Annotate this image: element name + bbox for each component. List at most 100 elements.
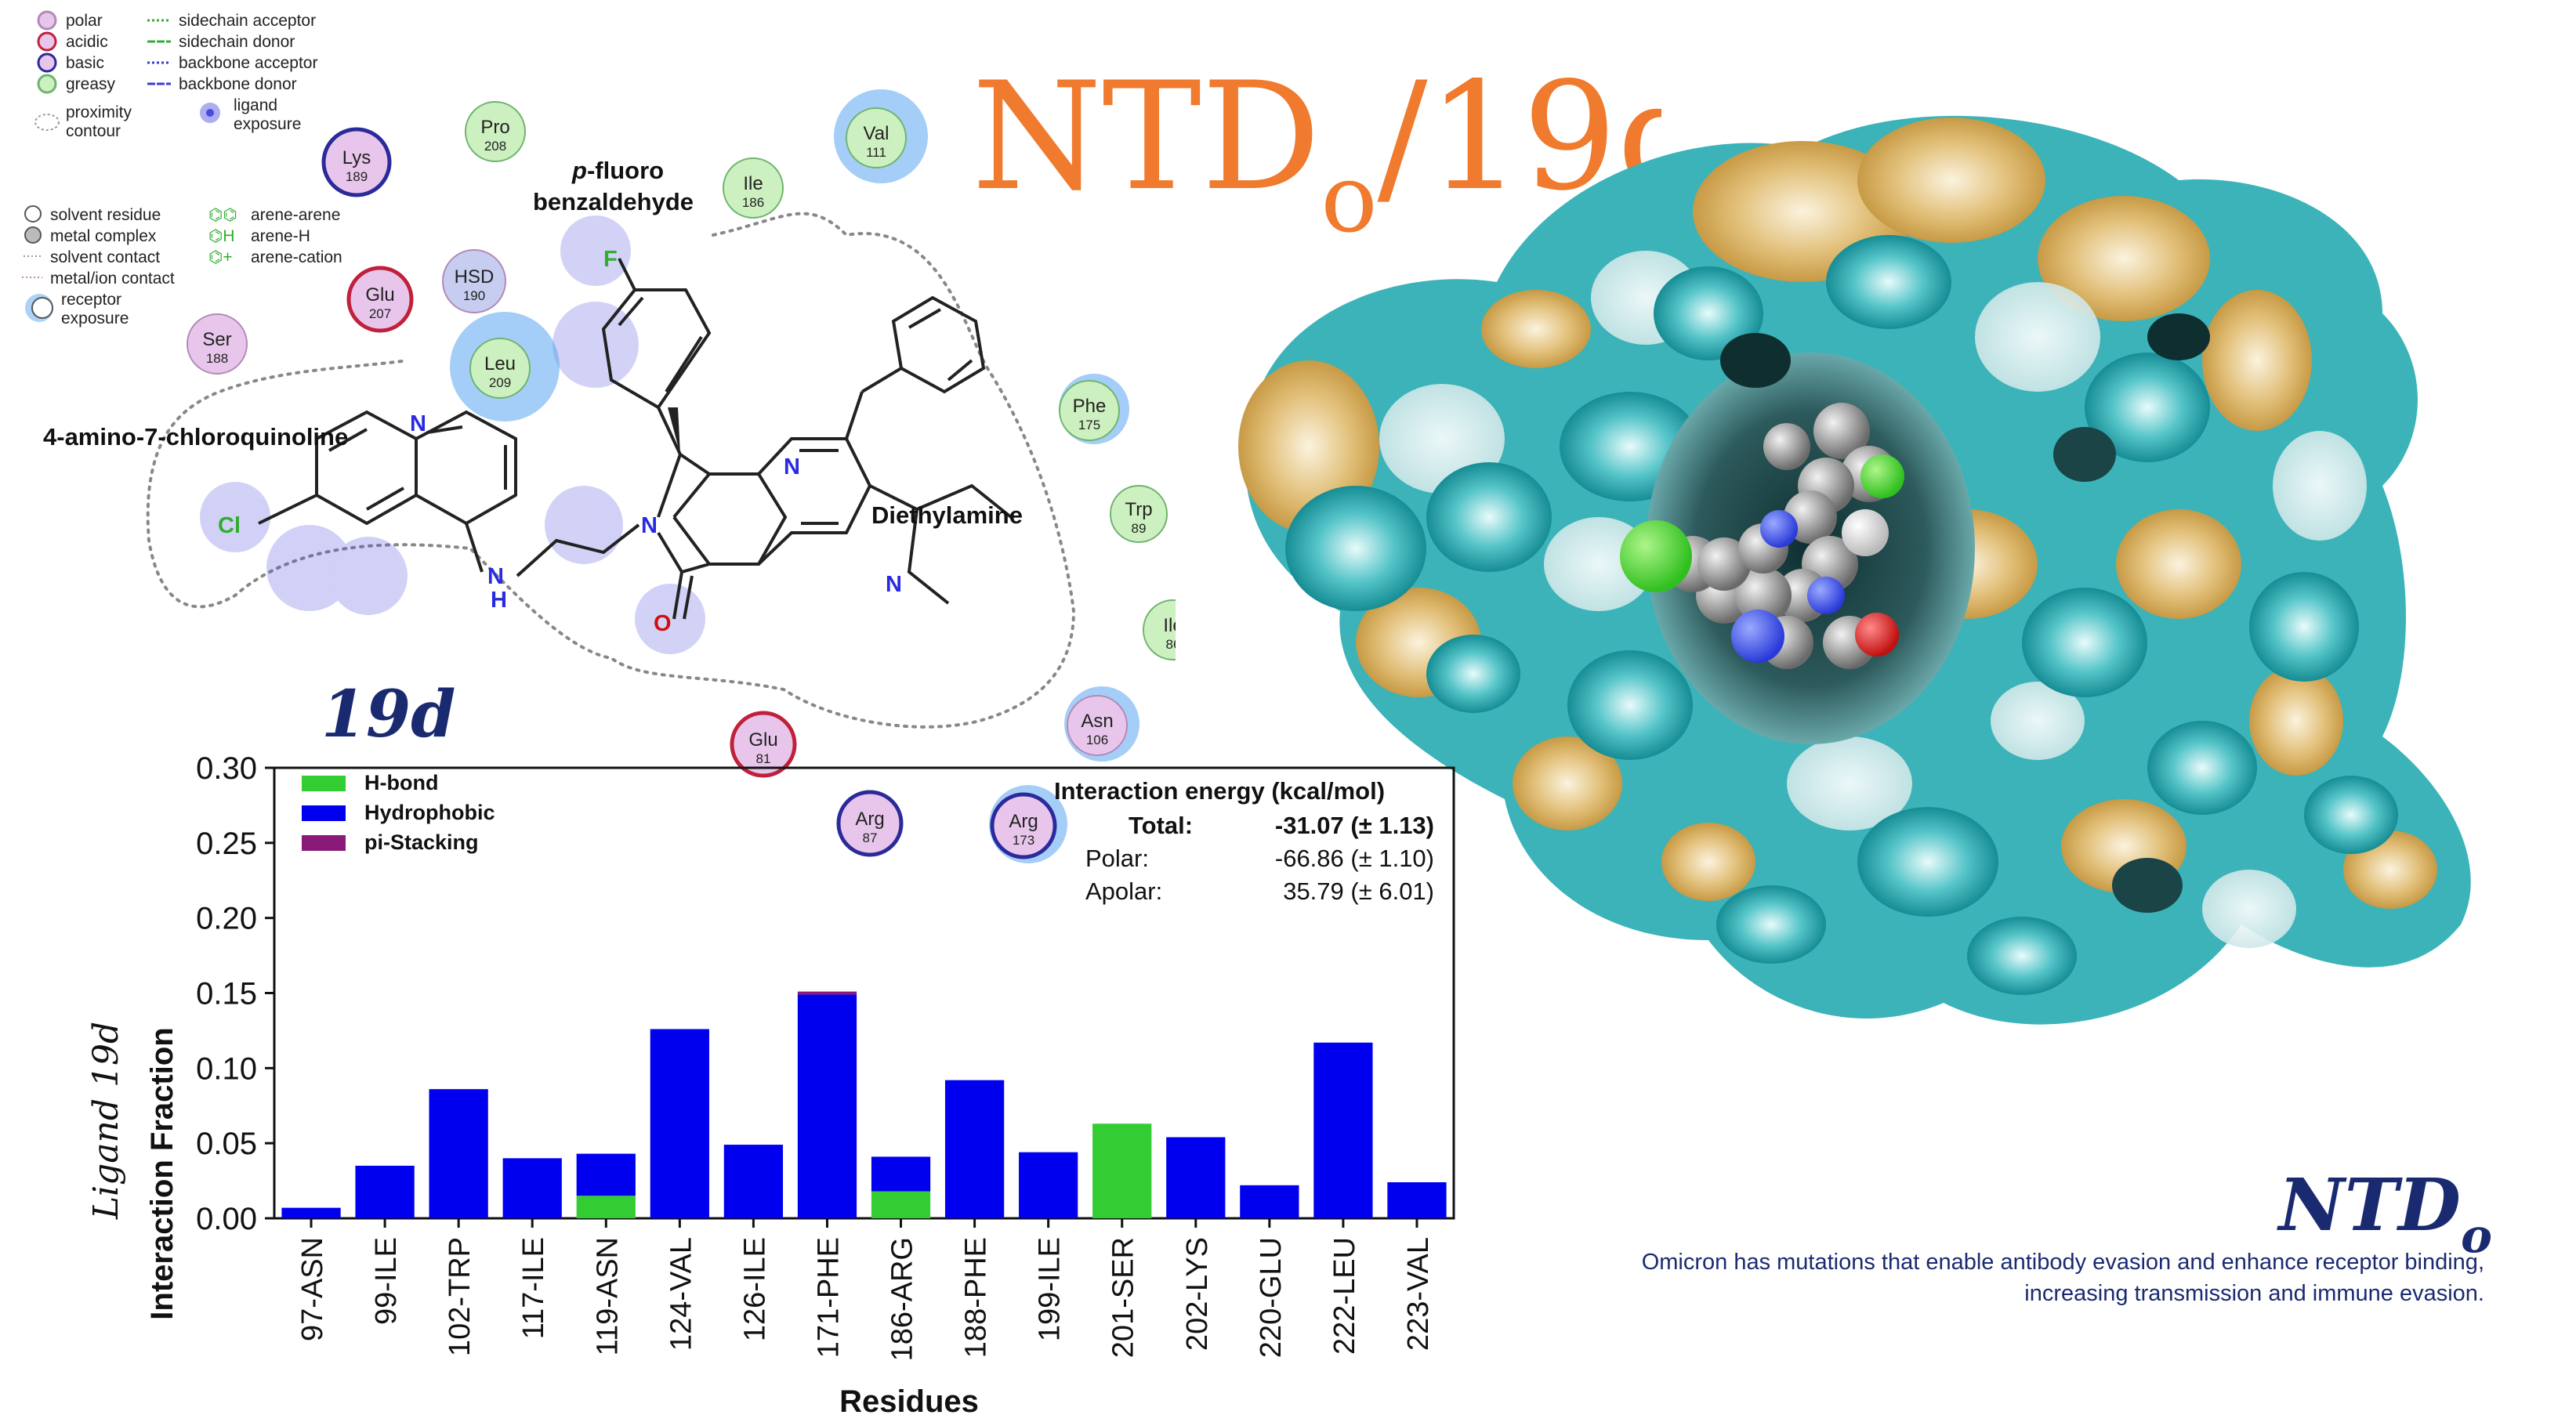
atom-n-lactam: N [641,513,658,538]
x-tick-label: 223-VAL [1402,1237,1435,1351]
svg-text:basic: basic [66,54,104,72]
legend-lower-item: metal complex [24,226,157,245]
x-tick-label: 99-ILE [370,1237,403,1325]
x-tick-label: 222-LEU [1328,1237,1361,1355]
svg-text:190: 190 [463,288,485,303]
svg-text:proximity: proximity [66,103,132,121]
y-tick-label: 0.15 [196,977,257,1011]
svg-text:Trp: Trp [1125,499,1152,520]
legend-arene-item: ⌬+ arene-cation [208,248,342,266]
svg-text:208: 208 [484,139,506,154]
legend-right-item: sidechain acceptor [147,12,316,30]
bar-186-arg-hydrophobic [871,1156,931,1192]
svg-text:207: 207 [369,306,391,321]
legend-lower-item: solvent residue [24,205,161,224]
svg-text:receptor: receptor [61,291,121,309]
x-tick-label: 202-LYS [1181,1237,1214,1351]
atom-h-amine: H [491,588,507,613]
residue-ile-86: Ile86 [1143,599,1176,660]
svg-text:173: 173 [1013,833,1034,848]
svg-text:solvent contact: solvent contact [50,248,160,266]
caption-line1: Omicron has mutations that enable antibo… [1642,1250,2484,1275]
bar-117-ile-hydrophobic [502,1158,562,1218]
svg-text:exposure: exposure [234,115,301,133]
atom-n-diethyl: N [886,572,902,597]
svg-text:-31.07 (± 1.13): -31.07 (± 1.13) [1275,812,1434,839]
bar-97-asn-hydrophobic [281,1207,341,1218]
bar-186-arg-h-bond [871,1191,931,1218]
svg-text:Polar:: Polar: [1085,845,1149,872]
bar-126-ile-hydrophobic [723,1145,784,1218]
caption: NTDo Omicron has mutations that enable a… [1642,1163,2492,1306]
svg-text:89: 89 [1132,521,1147,536]
svg-text:Hydrophobic: Hydrophobic [364,801,495,824]
ligand-exposure-halos [200,215,705,654]
legend-left-item: greasy [37,74,116,94]
x-tick-label: 117-ILE [517,1237,550,1339]
svg-text:solvent residue: solvent residue [50,206,161,224]
svg-text:Phe: Phe [1073,396,1107,417]
svg-text:111: 111 [866,145,886,160]
fragment-diethylamine: Diethylamine [871,501,1023,529]
svg-text:209: 209 [489,375,511,390]
bar-171-phe-hydrophobic [797,994,857,1218]
bar-201-ser-h-bond [1092,1123,1152,1218]
svg-text:contour: contour [66,122,121,140]
bar-202-lys-hydrophobic [1166,1137,1226,1218]
svg-text:86: 86 [1166,637,1176,652]
svg-text:exposure: exposure [61,309,129,327]
x-tick-label: 201-SER [1107,1237,1140,1358]
svg-text:⌬H: ⌬H [208,227,235,245]
x-tick-label: 220-GLU [1255,1237,1288,1358]
svg-text:sidechain acceptor: sidechain acceptor [179,12,316,30]
legend-lower-item: solvent contact [24,248,160,266]
svg-text:186: 186 [742,195,764,210]
svg-text:metal/ion contact: metal/ion contact [50,270,175,288]
y-tick-label: 0.05 [196,1127,257,1161]
svg-text:HSD: HSD [455,266,495,288]
fragment-benzaldehyde-l1: p-fluoro [571,157,664,184]
ligand-skeleton [258,258,1013,620]
energy-row: Polar: -66.86 (± 1.10) [1085,845,1434,872]
svg-text:87: 87 [863,830,878,845]
legend-lower-item: metal/ion contact [22,270,175,288]
atom-o: O [654,611,672,636]
svg-text:Apolar:: Apolar: [1085,877,1162,905]
svg-text:Leu: Leu [484,353,516,374]
svg-text:metal complex: metal complex [50,227,157,245]
svg-text:acidic: acidic [66,33,108,51]
y-tick-label: 0.10 [196,1051,257,1086]
svg-text:Lys: Lys [342,147,371,168]
svg-text:backbone donor: backbone donor [179,75,297,93]
x-tick-label: 199-ILE [1034,1237,1067,1341]
y-tick-label: 0.00 [196,1202,257,1236]
y-axis-prefix: Ligand 19d [86,1022,126,1220]
interaction-fraction-chart: 0.00 0.05 0.10 0.15 0.20 0.25 0.30 97-ASN 99-IL… [86,752,1455,1419]
svg-text:Ile: Ile [1163,615,1176,636]
bar-220-glu-hydrophobic [1240,1185,1299,1218]
bar-222-leu-hydrophobic [1313,1042,1373,1218]
compound-label: 19d [321,677,455,752]
stereo-wedge [668,407,680,454]
svg-text:⌬+: ⌬+ [208,248,233,266]
svg-text:81: 81 [756,751,771,766]
svg-text:sidechain donor: sidechain donor [179,33,295,51]
svg-text:pi-Stacking: pi-Stacking [364,830,479,854]
title-subscript: o [1321,145,1377,254]
atom-n-quinoline: N [410,411,426,436]
legend-left-item: polar [37,10,103,31]
bar-124-val-hydrophobic [650,1029,709,1218]
x-tick-label: 188-PHE [960,1237,993,1358]
fragment-quinoline: 4-amino-7-chloroquinoline [43,423,348,450]
svg-text:188: 188 [206,351,228,366]
svg-text:Asn: Asn [1081,711,1113,732]
